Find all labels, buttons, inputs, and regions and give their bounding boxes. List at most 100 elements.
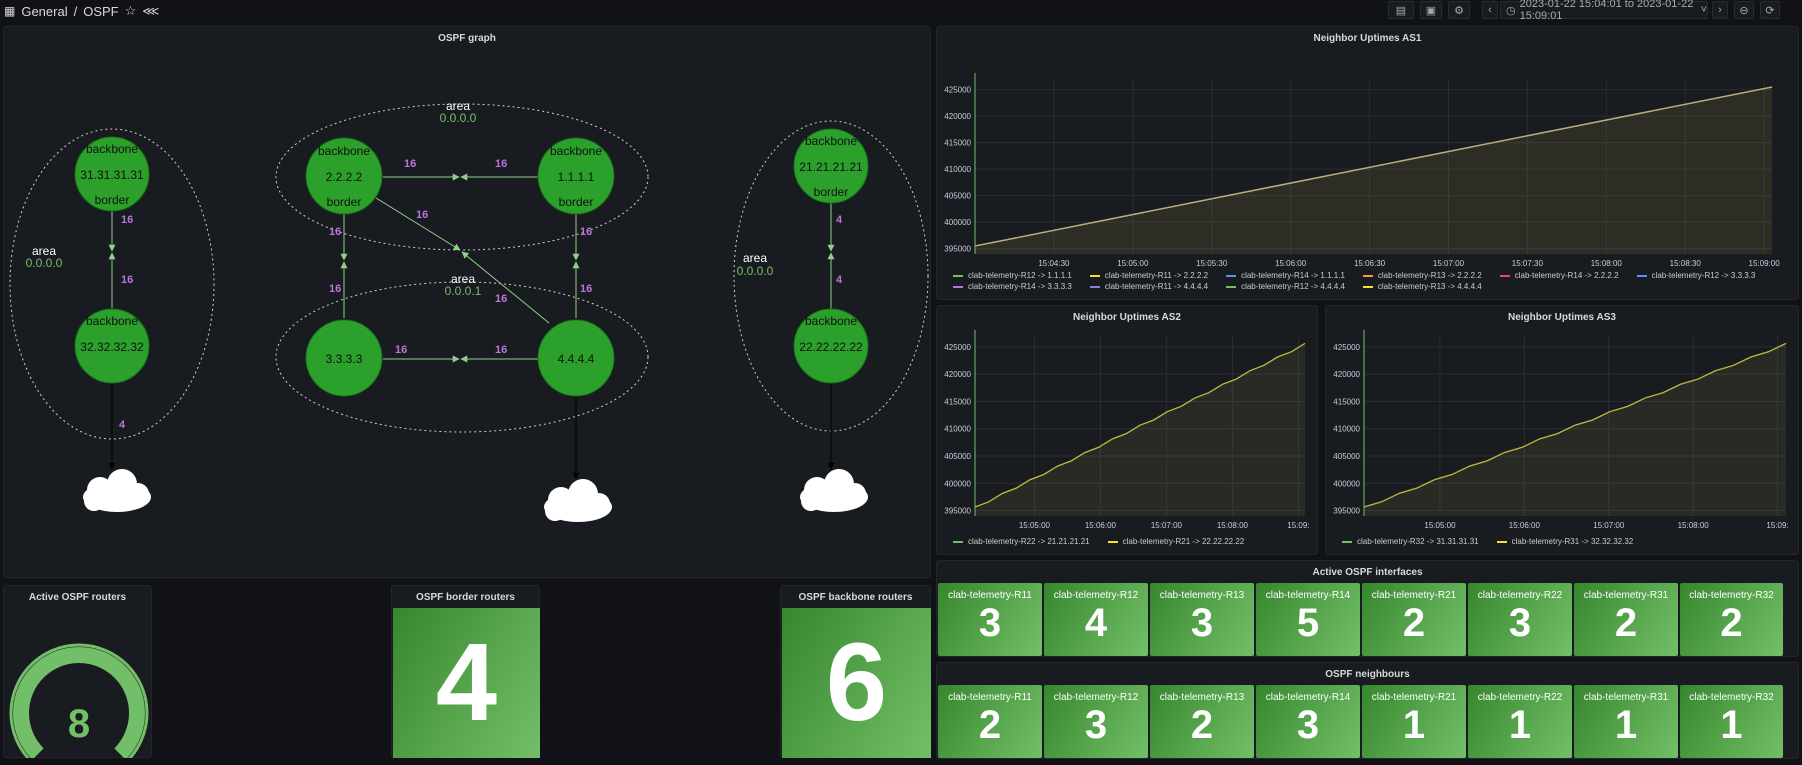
series-area (975, 86, 1772, 254)
legend-item[interactable]: clab-telemetry-R11 -> 4.4.4.4 (1089, 282, 1208, 291)
router-node[interactable]: 4.4.4.4 (537, 319, 615, 397)
breadcrumb: ▦ General / OSPF ☆ ⋘ (4, 3, 159, 19)
legend-item[interactable]: clab-telemetry-R14 -> 1.1.1.1 (1226, 271, 1345, 280)
time-picker[interactable]: ◷ 2023-01-22 15:04:01 to 2023-01-22 15:0… (1500, 0, 1708, 22)
backbone-routers-value: 6 (825, 621, 888, 744)
area-ellipse-area1 (275, 281, 649, 433)
router-node[interactable]: backbone 31.31.31.31 border (74, 136, 150, 212)
series-line (974, 342, 1306, 508)
edge-label: 16 (404, 158, 416, 170)
stat-tile[interactable]: clab-telemetry-R21 1 (1362, 685, 1466, 758)
node-id: 22.22.22.22 (799, 340, 863, 354)
area-ellipse-as3 (9, 128, 215, 440)
router-node[interactable]: 3.3.3.3 (305, 319, 383, 397)
breadcrumb-root[interactable]: General (21, 3, 68, 19)
node-border: border (559, 195, 594, 209)
x-tick-label: 15:08:00 (1217, 521, 1249, 530)
legend-item[interactable]: clab-telemetry-R21 -> 22.22.22.22 (1107, 537, 1244, 546)
time-back-button[interactable]: ‹ (1482, 1, 1498, 19)
legend-label: clab-telemetry-R22 -> 21.21.21.21 (968, 537, 1090, 546)
x-tick-label: 15:08:30 (1670, 259, 1702, 267)
series-line (1363, 342, 1787, 508)
settings-gear-button[interactable]: ⚙ (1448, 1, 1470, 19)
stat-tile[interactable]: clab-telemetry-R22 3 (1468, 583, 1572, 656)
stat-tile-label: clab-telemetry-R21 (1371, 692, 1457, 703)
stat-tile-value: 1 (1402, 703, 1426, 747)
area-label-id: 0.0.0.0 (26, 256, 63, 270)
stat-tile[interactable]: clab-telemetry-R11 3 (938, 583, 1042, 656)
area-label-word: area (743, 251, 767, 265)
star-icon[interactable]: ☆ (124, 3, 137, 18)
legend-item[interactable]: clab-telemetry-R12 -> 3.3.3.3 (1636, 271, 1755, 280)
area-label-word: area (446, 99, 470, 113)
share-icon[interactable]: ⋘ (142, 4, 160, 18)
series-line (1363, 342, 1787, 508)
stat-tile[interactable]: clab-telemetry-R14 5 (1256, 583, 1360, 656)
area-ellipse-backbone (275, 103, 649, 251)
legend-item[interactable]: clab-telemetry-R12 -> 1.1.1.1 (953, 271, 1072, 280)
stat-tile[interactable]: clab-telemetry-R13 2 (1150, 685, 1254, 758)
stat-tile[interactable]: clab-telemetry-R31 2 (1574, 583, 1678, 656)
stat-tile-value: 1 (1720, 703, 1743, 747)
legend-label: clab-telemetry-R32 -> 31.31.31.31 (1357, 537, 1479, 546)
legend-swatch (1226, 274, 1237, 277)
stat-tile-label: clab-telemetry-R32 (1689, 590, 1774, 601)
stat-tile[interactable]: clab-telemetry-R13 3 (1150, 583, 1254, 656)
router-node[interactable]: backbone 2.2.2.2 border (305, 137, 383, 215)
node-role: backbone (86, 314, 138, 328)
save-dashboard-button[interactable]: ▣ (1420, 1, 1442, 19)
apps-grid-icon[interactable]: ▦ (4, 4, 16, 18)
gauge-value: 8 (68, 702, 90, 746)
node-role: backbone (86, 142, 138, 156)
zoom-out-button[interactable]: ⊖ (1734, 1, 1754, 19)
y-tick-label: 425000 (1333, 343, 1360, 352)
as1-chart-title: Neighbor Uptimes AS1 (1313, 33, 1422, 44)
legend-swatch (1496, 540, 1507, 543)
y-tick-label: 395000 (1333, 507, 1360, 516)
time-forward-button[interactable]: › (1712, 1, 1728, 19)
stat-tile[interactable]: clab-telemetry-R32 1 (1680, 685, 1783, 758)
legend-item[interactable]: clab-telemetry-R11 -> 2.2.2.2 (1089, 271, 1208, 280)
border-routers-stat: 4 (393, 608, 540, 758)
legend-swatch (953, 540, 963, 543)
interfaces-panel: Active OSPF interfaces clab-telemetry-R1… (936, 560, 1799, 657)
node-border: border (814, 185, 849, 199)
backbone-routers-stat: 6 (782, 608, 931, 758)
legend-item[interactable]: clab-telemetry-R31 -> 32.32.32.32 (1496, 537, 1633, 546)
interfaces-title: Active OSPF interfaces (1312, 567, 1423, 578)
stat-tile-label: clab-telemetry-R31 (1583, 692, 1669, 703)
stat-tile[interactable]: clab-telemetry-R22 1 (1468, 685, 1572, 758)
stat-tile[interactable]: clab-telemetry-R12 4 (1044, 583, 1148, 656)
stat-tile[interactable]: clab-telemetry-R21 2 (1362, 583, 1466, 656)
y-tick-label: 415000 (1333, 397, 1360, 406)
legend-item[interactable]: clab-telemetry-R14 -> 2.2.2.2 (1499, 271, 1619, 280)
legend-item[interactable]: clab-telemetry-R13 -> 4.4.4.4 (1362, 282, 1482, 291)
breadcrumb-page[interactable]: OSPF (83, 3, 119, 19)
stat-tile-value: 2 (1720, 601, 1743, 645)
router-node[interactable]: backbone 22.22.22.22 (793, 308, 869, 384)
router-node[interactable]: backbone 1.1.1.1 border (537, 137, 615, 215)
edge-arrow (375, 197, 461, 251)
legend-item[interactable]: clab-telemetry-R12 -> 4.4.4.4 (1226, 282, 1345, 291)
refresh-button[interactable]: ⟳ (1760, 1, 1780, 19)
add-panel-button[interactable]: ▤ (1388, 1, 1414, 19)
legend-item[interactable]: clab-telemetry-R14 -> 3.3.3.3 (953, 282, 1072, 291)
node-id: 3.3.3.3 (326, 352, 363, 366)
legend-item[interactable]: clab-telemetry-R22 -> 21.21.21.21 (953, 537, 1090, 546)
router-node[interactable]: backbone 32.32.32.32 (74, 308, 150, 384)
stat-tile[interactable]: clab-telemetry-R11 2 (938, 685, 1042, 758)
x-tick-label: 15:07:00 (1433, 259, 1465, 267)
legend-item[interactable]: clab-telemetry-R13 -> 2.2.2.2 (1362, 271, 1482, 280)
router-node[interactable]: backbone 21.21.21.21 border (793, 128, 869, 204)
stat-tile[interactable]: clab-telemetry-R14 3 (1256, 685, 1360, 758)
legend-item[interactable]: clab-telemetry-R32 -> 31.31.31.31 (1342, 537, 1479, 546)
interfaces-row: clab-telemetry-R11 3 clab-telemetry-R12 4 cl… (938, 583, 1783, 656)
stat-tile[interactable]: clab-telemetry-R12 3 (1044, 685, 1148, 758)
stat-tile-value: 3 (1508, 601, 1532, 645)
stat-tile-value: 3 (1190, 601, 1214, 645)
stat-tile[interactable]: clab-telemetry-R32 2 (1680, 583, 1783, 656)
stat-tile-value: 2 (978, 703, 1002, 747)
stat-tile[interactable]: clab-telemetry-R31 1 (1574, 685, 1678, 758)
y-tick-label: 415000 (944, 397, 971, 406)
stat-tile-value: 1 (1614, 703, 1638, 747)
